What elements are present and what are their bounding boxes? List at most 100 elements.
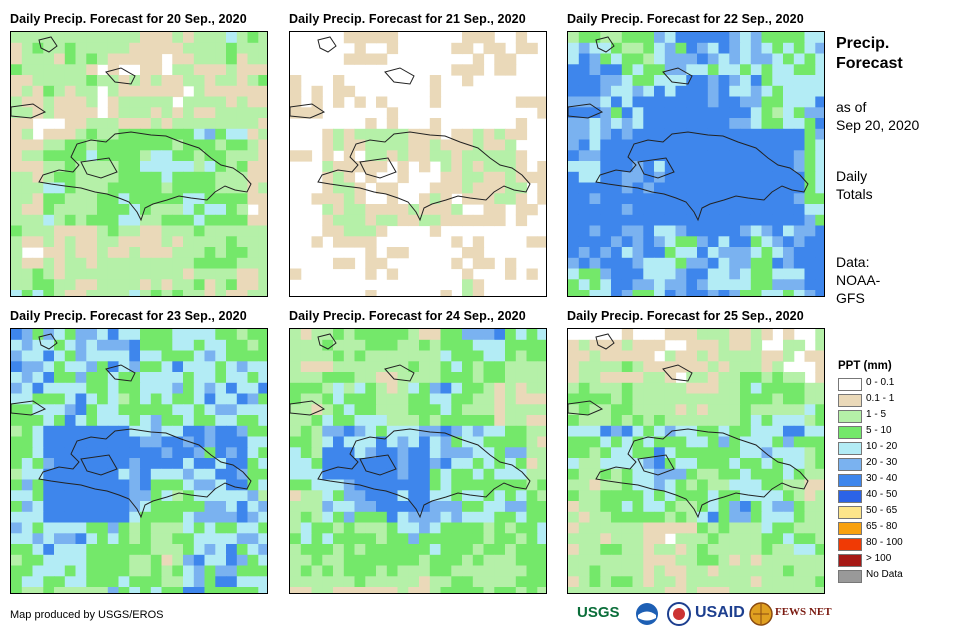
precip-cell [654,458,666,470]
precip-cell [97,587,109,593]
precip-cell [815,447,824,459]
precip-cell [11,329,23,341]
precip-cell [526,436,538,448]
precip-cell [729,468,741,481]
precip-cell [11,501,23,513]
precip-cell [64,247,77,259]
precip-cell [86,236,98,248]
precip-cell [675,128,687,141]
precip-cell [707,204,720,216]
precip-cell [97,565,109,577]
precip-cell [54,458,66,470]
precip-cell [600,85,612,98]
precip-cell [258,236,267,248]
precip-cell [97,415,109,427]
precip-cell [664,436,677,448]
precip-cell [226,350,238,362]
precip-cell [290,372,302,384]
legend-swatch [838,554,862,567]
precip-cell [515,554,528,567]
precip-cell [43,339,55,352]
precip-cell [462,150,474,162]
precip-cell [333,576,345,588]
precip-cell [718,425,730,438]
precip-cell [707,182,720,194]
precip-cell [86,436,98,448]
precip-cell [215,96,227,108]
precip-cell [300,107,313,119]
precip-cell [697,290,709,296]
precip-cell [183,576,195,588]
precip-cell [32,339,44,352]
precip-cell [333,415,345,427]
precip-cell [578,361,591,373]
precip-cell [129,458,141,470]
precip-cell [64,501,77,513]
precip-cell [815,290,824,296]
precip-cell [32,214,44,227]
precip-cell [804,522,816,534]
precip-cell [172,404,184,416]
precip-cell [772,436,784,448]
precip-cell [43,576,55,588]
precip-cell [815,42,824,55]
precip-cell [140,339,152,352]
precip-cell [772,193,784,205]
precip-cell [32,447,44,459]
precip-cell [729,404,741,416]
precip-cell [11,161,23,173]
precip-cell [740,511,752,524]
precip-cell [643,501,655,513]
precip-cell [247,107,259,119]
precip-cell [707,53,720,65]
precip-cell [568,257,580,270]
precip-cell [343,458,356,470]
precip-cell [86,458,98,470]
precip-cell [793,42,806,55]
precip-cell [804,565,816,577]
precip-cell [86,533,98,545]
precip-cell [568,468,580,481]
precip-cell [236,150,249,162]
panel-title: Daily Precip. Forecast for 24 Sep., 2020 [289,309,526,323]
precip-cell [107,533,120,545]
precip-cell [815,32,824,44]
precip-cell [150,565,163,577]
precip-cell [354,361,366,373]
precip-cell [440,361,452,373]
precip-cell [472,139,485,151]
precip-cell [707,436,720,448]
precip-cell [472,236,485,248]
precip-cell [611,236,623,248]
precip-cell [343,479,356,491]
precip-cell [32,565,44,577]
precip-cell [505,268,517,280]
precip-cell [729,118,741,130]
precip-cell [761,329,773,341]
precip-cell [750,511,763,524]
precip-cell [632,128,644,141]
precip-cell [150,382,163,395]
precip-cell [589,214,601,227]
precip-cell [578,64,591,76]
precip-cell [150,279,163,291]
precip-cell [718,404,730,416]
precip-cell [11,415,23,427]
precip-cell [21,225,34,237]
precip-cell [140,415,152,427]
precip-cell [578,576,591,588]
precip-cell [54,214,66,227]
precip-cell [97,75,109,87]
precip-cell [718,85,730,98]
precip-cell [483,425,495,438]
precip-cell [97,214,109,227]
precip-cell [32,436,44,448]
precip-cell [621,479,634,491]
precip-cell [215,32,227,44]
precip-cell [750,247,763,259]
precip-cell [740,85,752,98]
precip-cell [697,479,709,491]
precip-cell [290,404,302,416]
precip-cell [494,447,506,459]
precip-cell [772,544,784,556]
